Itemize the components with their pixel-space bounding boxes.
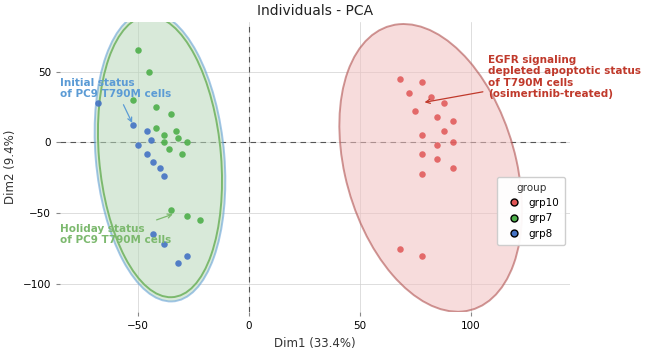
Point (395, 76, 405, 81)
Point (432, 114, 443, 120)
Y-axis label: Dim2 (9.4%): Dim2 (9.4%) (4, 130, 17, 204)
Text: Holiday status
of PC9 T790M cells: Holiday status of PC9 T790M cells (60, 214, 171, 245)
Point (432, 142, 443, 148)
Point (159, 139, 170, 145)
Point (159, 132, 170, 138)
Point (177, 151, 188, 156)
Point (170, 128, 181, 134)
Point (142, 128, 152, 134)
Point (448, 118, 458, 124)
Ellipse shape (94, 12, 225, 302)
Point (181, 139, 192, 145)
Point (439, 100, 449, 105)
Point (150, 104, 160, 110)
Point (417, 151, 427, 156)
Point (195, 217, 205, 223)
Text: Initial status
of PC9 T790M cells: Initial status of PC9 T790M cells (60, 78, 171, 122)
Point (181, 213, 192, 219)
Point (142, 151, 152, 156)
Point (181, 253, 192, 258)
Point (410, 108, 421, 114)
Point (150, 125, 160, 131)
Point (93, 100, 103, 105)
Point (403, 90, 413, 96)
Point (417, 171, 427, 176)
Point (144, 69, 154, 74)
Point (128, 122, 138, 128)
Point (133, 47, 143, 53)
Point (432, 156, 443, 162)
Point (426, 94, 436, 100)
Point (155, 165, 165, 171)
Point (395, 246, 405, 251)
Point (173, 135, 183, 141)
Legend: grp10, grp7, grp8: grp10, grp7, grp8 (497, 177, 565, 245)
Text: EGFR signaling
depleted apoptotic status
of T790M cells
(osimertinib-treated): EGFR signaling depleted apoptotic status… (426, 55, 641, 103)
Point (133, 142, 143, 148)
Point (166, 207, 176, 213)
Point (159, 241, 170, 247)
Point (128, 97, 138, 103)
X-axis label: Dim1 (33.4%): Dim1 (33.4%) (274, 337, 356, 350)
Point (417, 79, 427, 84)
Point (417, 253, 427, 258)
Point (173, 260, 183, 266)
Point (448, 139, 458, 145)
Ellipse shape (339, 24, 522, 312)
Title: Individuals - PCA: Individuals - PCA (258, 4, 373, 18)
Point (146, 137, 157, 142)
Point (166, 111, 176, 117)
Point (148, 232, 159, 237)
Point (448, 165, 458, 171)
Point (439, 128, 449, 134)
Point (159, 173, 170, 179)
Point (164, 147, 174, 152)
Point (417, 132, 427, 138)
Point (148, 159, 159, 165)
